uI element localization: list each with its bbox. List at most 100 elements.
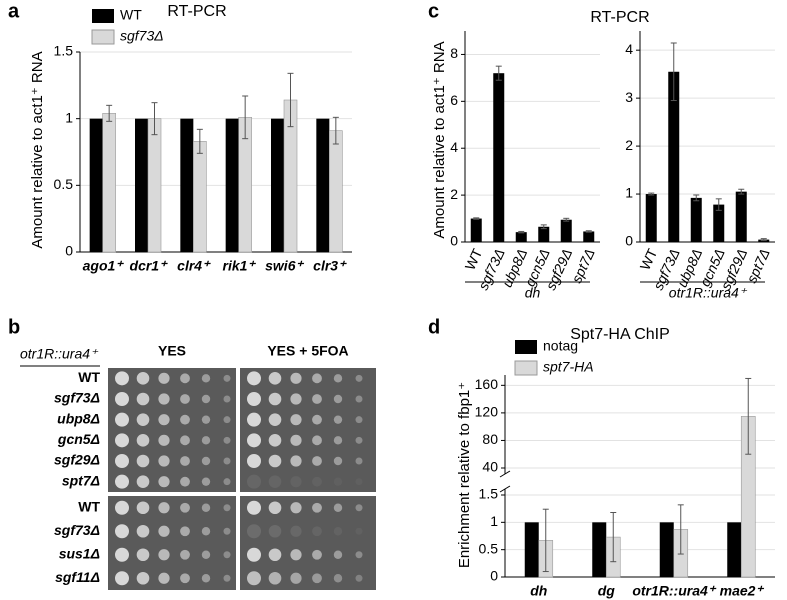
y-tick-label: 0.5	[479, 540, 499, 556]
bar	[524, 522, 539, 577]
plate	[108, 496, 236, 590]
yeast-spot	[333, 477, 343, 486]
medium-label: YES + 5FOA	[267, 343, 348, 359]
bar	[538, 226, 550, 242]
yeast-spot	[201, 477, 211, 486]
legend-label: WT	[120, 7, 142, 23]
bar	[193, 141, 207, 253]
yeast-spot	[158, 525, 170, 537]
yeast-spot	[158, 572, 170, 584]
yeast-spot	[247, 547, 261, 562]
yeast-spot	[355, 436, 363, 444]
yeast-spot	[201, 394, 211, 404]
yeast-spot	[268, 392, 282, 406]
axis-break	[499, 485, 511, 493]
yeast-spot	[223, 574, 231, 582]
strain-label: sgf73Δ	[54, 390, 100, 406]
y-tick-label: 0	[450, 233, 458, 249]
y-tick-label: 120	[475, 404, 499, 420]
bar	[147, 118, 162, 253]
y-tick-label: 2	[450, 186, 458, 202]
chart-title: Spt7-HA ChIP	[570, 326, 670, 343]
yeast-spot	[180, 526, 190, 537]
yeast-spot	[115, 474, 129, 489]
yeast-spot	[223, 551, 231, 559]
yeast-spot	[180, 373, 190, 384]
bar	[592, 522, 607, 577]
yeast-spot	[201, 415, 211, 424]
yeast-spot	[355, 574, 363, 582]
panel-label: b	[8, 316, 20, 338]
yeast-spot	[333, 527, 343, 536]
yeast-spot	[333, 550, 343, 559]
yeast-spot	[355, 374, 363, 382]
x-tick-label: rik1⁺	[223, 258, 257, 274]
legend-swatch	[91, 29, 115, 45]
bar	[560, 219, 572, 242]
y-tick-label: 6	[450, 92, 458, 108]
yeast-spot	[247, 500, 261, 515]
yeast-spot	[312, 573, 322, 584]
y-tick-label: 40	[482, 459, 498, 475]
yeast-spot	[333, 456, 343, 466]
yeast-spot	[158, 455, 170, 467]
yeast-spot	[355, 527, 363, 535]
x-tick-label: dcr1⁺	[130, 258, 169, 274]
yeast-spot	[312, 456, 322, 466]
yeast-spot	[290, 549, 302, 561]
x-tick-label: dh	[530, 583, 547, 599]
yeast-spot	[333, 415, 343, 424]
yeast-spot	[312, 549, 322, 560]
yeast-spot	[355, 478, 363, 486]
yeast-spot	[180, 476, 190, 487]
yeast-spot	[136, 372, 150, 385]
yeast-spot	[312, 502, 322, 513]
bar	[645, 194, 657, 242]
yeast-spot	[136, 434, 150, 447]
y-tick-label: 1	[625, 185, 633, 201]
yeast-spot	[158, 393, 170, 405]
yeast-spot	[136, 571, 150, 585]
group-label: otr1R::ura4⁺	[669, 285, 748, 301]
yeast-spot	[115, 547, 129, 562]
x-tick-label: clr4⁺	[177, 258, 211, 274]
yeast-spot	[268, 548, 282, 562]
legend-label: notag	[543, 338, 578, 354]
strain-label: WT	[78, 369, 100, 385]
x-tick-label: clr3⁺	[313, 258, 347, 274]
yeast-spot	[247, 412, 261, 427]
bar	[727, 522, 742, 577]
yeast-spot	[268, 524, 282, 538]
yeast-spot	[312, 414, 322, 425]
medium-label: YES	[158, 343, 186, 359]
yeast-spot	[136, 392, 150, 406]
yeast-spot	[268, 475, 282, 488]
y-tick-label: 2	[625, 137, 633, 153]
yeast-spot	[223, 527, 231, 535]
yeast-spot	[115, 454, 129, 468]
axis-break	[499, 470, 511, 478]
y-tick-label: 1.5	[479, 486, 499, 502]
yeast-spot	[268, 434, 282, 447]
bar	[102, 113, 116, 253]
yeast-spot	[223, 436, 231, 444]
yeast-spot	[312, 476, 322, 487]
yeast-spot	[290, 393, 302, 405]
bar	[735, 191, 747, 242]
y-axis-label: Enrichment relative to fbp1⁺	[456, 382, 473, 568]
x-tick-label: swi6⁺	[265, 258, 304, 274]
yeast-spot	[355, 551, 363, 559]
yeast-spot	[223, 478, 231, 486]
bar	[659, 522, 674, 577]
yeast-spot	[158, 414, 170, 426]
yeast-spot	[333, 503, 343, 512]
yeast-spot	[247, 474, 261, 489]
yeast-spot	[201, 527, 211, 536]
yeast-spot	[290, 525, 302, 537]
yeast-spot	[201, 374, 211, 383]
y-axis-label: Amount relative to act1⁺ RNA	[29, 51, 46, 248]
yeast-spot	[158, 549, 170, 561]
y-tick-label: 0	[625, 233, 633, 249]
y-tick-label: 0.5	[54, 176, 74, 192]
